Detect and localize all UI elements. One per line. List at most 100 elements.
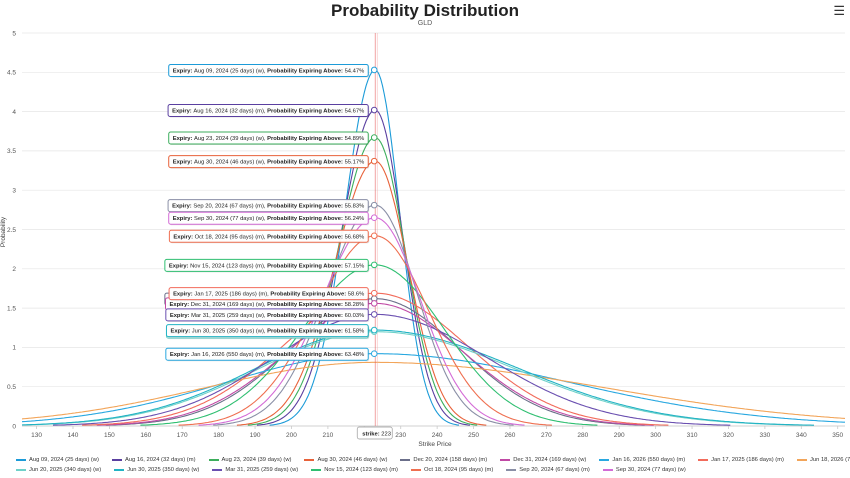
- tooltip: Expiry: Dec 31, 2024 (169 days) (w), Pro…: [165, 297, 370, 311]
- legend: Aug 09, 2024 (25 days) (w) Aug 16, 2024 (…: [16, 455, 850, 475]
- tooltip-box: [168, 229, 369, 243]
- tooltip-point-marker: [370, 350, 378, 357]
- legend-label: Aug 09, 2024 (25 days) (w): [29, 457, 99, 463]
- tooltip-point-marker: [370, 311, 378, 318]
- tooltip-text: Expiry: Aug 16, 2024 (32 days) (m), Prob…: [172, 109, 364, 115]
- y-tick-label: 0: [12, 423, 16, 430]
- y-tick-label: 1.5: [7, 305, 16, 312]
- tooltip-box: [164, 258, 369, 272]
- x-tick-label: 160: [140, 432, 151, 439]
- legend-item[interactable]: Jun 18, 2026 (703 days) (w): [796, 457, 850, 463]
- legend-item[interactable]: Aug 09, 2024 (25 days) (w): [16, 457, 99, 463]
- x-tick-label: 270: [541, 432, 552, 439]
- legend-item[interactable]: Sep 20, 2024 (67 days) (m): [506, 467, 590, 473]
- x-axis-title: Strike Price: [418, 441, 452, 448]
- legend-item[interactable]: Jun 20, 2025 (340 days) (w): [16, 467, 101, 473]
- legend-label: Jan 17, 2025 (186 days) (m): [711, 457, 784, 463]
- legend-label: Dec 31, 2024 (169 days) (w): [513, 457, 587, 463]
- legend-label: Oct 18, 2024 (95 days) (m): [424, 467, 494, 473]
- legend-item[interactable]: Aug 16, 2024 (32 days) (m): [111, 457, 196, 463]
- chart-subtitle: GLD: [417, 20, 433, 27]
- series-line: [247, 136, 478, 426]
- y-axis-title: Probability: [0, 216, 7, 247]
- tooltip-text: Expiry: Oct 18, 2024 (95 days) (m), Prob…: [173, 234, 364, 240]
- legend-row: Aug 09, 2024 (25 days) (w) Aug 16, 2024 (…: [16, 455, 850, 465]
- y-tick-label: 2.5: [7, 227, 16, 234]
- series-line: [21, 361, 846, 420]
- series-line: [21, 353, 845, 423]
- strike-label-box: [356, 426, 393, 440]
- tooltip-text: Expiry: Jan 17, 2025 (186 days) (m), Pro…: [173, 292, 364, 298]
- tooltip-point-marker: [370, 106, 378, 114]
- tooltip-text: Expiry: Aug 09, 2024 (25 days) (w), Prob…: [173, 68, 365, 74]
- x-tick-label: 170: [177, 432, 188, 439]
- x-tick-label: 230: [395, 432, 406, 439]
- tooltip-point-marker: [370, 201, 378, 209]
- legend-item[interactable]: Jun 30, 2025 (350 days) (w): [114, 467, 199, 473]
- legend-label: Aug 30, 2024 (46 days) (w): [317, 457, 388, 463]
- legend-swatch: [500, 459, 511, 461]
- tooltip: Expiry: Oct 18, 2024 (95 days) (m), Prob…: [168, 229, 370, 244]
- y-tick-label: 5: [12, 30, 16, 37]
- tooltip-box: [167, 199, 369, 213]
- strike-marker: strike: 223: [356, 33, 393, 440]
- tooltip: Expiry: Sep 20, 2024 (67 days) (m), Prob…: [167, 199, 370, 213]
- legend-item[interactable]: Jan 16, 2026 (550 days) (m): [599, 457, 685, 463]
- tooltip: Expiry: Aug 30, 2024 (46 days) (w), Prob…: [168, 155, 370, 169]
- legend-swatch: [16, 469, 26, 471]
- x-tick-label: 300: [650, 432, 661, 439]
- tooltip-box: [168, 211, 369, 225]
- legend-item[interactable]: Oct 18, 2024 (95 days) (m): [411, 467, 493, 473]
- tooltip-text: Expiry: Aug 23, 2024 (39 days) (w), Prob…: [173, 136, 365, 142]
- tooltip: Expiry: Jan 17, 2025 (186 days) (m), Pro…: [168, 287, 370, 301]
- tooltip-point-marker: [370, 134, 378, 141]
- tooltip: Expiry: Aug 09, 2024 (25 days) (w), Prob…: [168, 63, 370, 78]
- x-tick-label: 280: [577, 432, 588, 439]
- x-tick-label: 140: [68, 432, 79, 439]
- tooltip-box: [168, 131, 369, 145]
- legend-item[interactable]: Dec 31, 2024 (169 days) (w): [500, 457, 586, 463]
- legend-label: Dec 20, 2024 (158 days) (m): [413, 457, 488, 463]
- tooltip-point-marker: [370, 66, 378, 74]
- legend-item[interactable]: Dec 20, 2024 (158 days) (m): [400, 457, 487, 463]
- tooltips: Expiry: Aug 09, 2024 (25 days) (w), Prob…: [164, 63, 378, 362]
- legend-label: Jun 20, 2025 (340 days) (w): [29, 467, 102, 473]
- legend-item[interactable]: Jan 17, 2025 (186 days) (m): [698, 457, 784, 463]
- x-tick-label: 330: [759, 432, 770, 439]
- legend-item[interactable]: Aug 30, 2024 (46 days) (w): [304, 457, 387, 463]
- y-axis-ticks: 0 0.5 1 1.5 2 2.5 3 3.5 4 4.5 5: [7, 30, 16, 430]
- tooltip: Expiry: Jun 30, 2025 (350 days) (w), Pro…: [165, 324, 370, 338]
- tooltip-box: [165, 324, 369, 338]
- tooltip-point-marker: [370, 261, 378, 269]
- x-tick-label: 190: [250, 432, 261, 439]
- tooltip-box: [168, 63, 369, 77]
- legend-item[interactable]: Aug 23, 2024 (39 days) (w): [208, 457, 291, 463]
- y-tick-label: 1: [12, 345, 16, 352]
- legend-item[interactable]: Mar 31, 2025 (259 days) (w): [212, 467, 298, 473]
- tooltip-text: Expiry: Jan 16, 2026 (550 days) (m), Pro…: [170, 352, 364, 358]
- hamburger-menu-icon[interactable]: ☰: [833, 3, 845, 18]
- tooltip: Expiry: Aug 16, 2024 (32 days) (m), Prob…: [167, 104, 370, 118]
- legend-swatch: [311, 469, 322, 471]
- tooltip-box: [165, 347, 369, 361]
- probability-chart: 0 0.5 1 1.5 2 2.5 3 3.5 4 4.5 5 130 140 150 160 170 180…: [0, 30, 846, 448]
- legend-label: Sep 20, 2024 (67 days) (m): [519, 467, 590, 473]
- x-tick-label: 130: [31, 432, 42, 439]
- legend-swatch: [114, 469, 125, 471]
- chart-title: Probability Distribution: [331, 1, 519, 20]
- series-line: [52, 313, 731, 426]
- tooltip-point-marker: [370, 300, 378, 307]
- x-tick-label: 210: [322, 432, 333, 439]
- x-tick-label: 260: [505, 432, 516, 439]
- grid-lines: [22, 32, 845, 427]
- legend-label: Sep 30, 2024 (77 days) (w): [615, 467, 686, 473]
- strike-label: strike: 223: [362, 432, 391, 438]
- legend-item[interactable]: Nov 15, 2024 (123 days) (m): [311, 467, 398, 473]
- x-tick-label: 320: [723, 432, 734, 439]
- x-tick-label: 290: [614, 432, 625, 439]
- legend-item[interactable]: Sep 30, 2024 (77 days) (w): [602, 467, 686, 473]
- legend-swatch: [796, 459, 807, 461]
- series-line: [21, 329, 814, 426]
- tooltip-box: [167, 104, 369, 118]
- y-tick-label: 0.5: [7, 384, 16, 391]
